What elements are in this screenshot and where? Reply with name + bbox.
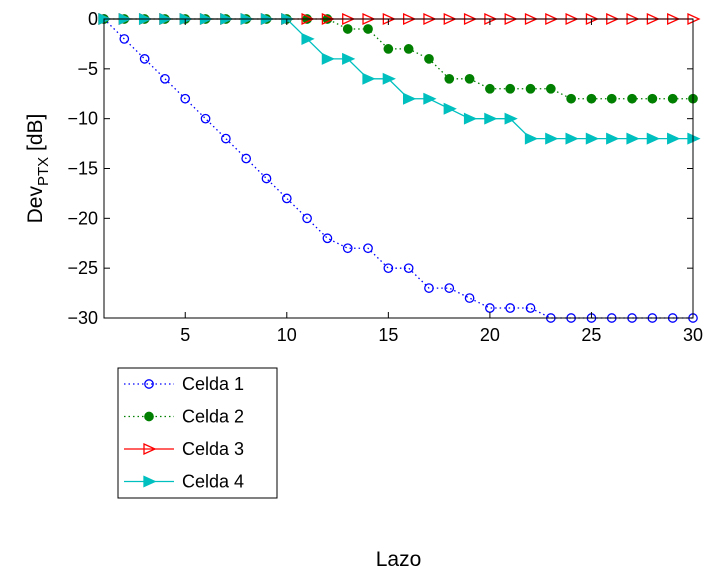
data-point: [144, 411, 154, 422]
data-point: [565, 132, 579, 145]
y-axis-title-subscript: PTX: [35, 157, 52, 186]
data-point: [504, 112, 518, 125]
data-point: [626, 132, 640, 145]
data-point: [525, 83, 536, 94]
plot-area: [104, 19, 693, 318]
data-point: [423, 92, 437, 105]
data-point: [119, 34, 130, 44]
data-point: [342, 24, 353, 34]
data-point: [363, 24, 373, 34]
legend-item: Celda 3: [124, 439, 244, 459]
x-tick-label: 15: [378, 325, 398, 345]
data-point: [261, 173, 272, 184]
data-point: [139, 54, 150, 64]
data-point: [667, 93, 678, 104]
data-point: [362, 72, 376, 85]
data-point: [484, 112, 498, 125]
data-point: [586, 93, 597, 104]
data-point: [363, 243, 373, 254]
y-tick-label: −25: [67, 258, 98, 278]
x-tick-label: 25: [581, 325, 601, 345]
data-point: [383, 44, 394, 54]
y-tick-label: −10: [67, 109, 98, 129]
legend-label: Celda 1: [182, 374, 244, 394]
x-tick-label: 30: [683, 325, 703, 345]
data-point: [403, 44, 414, 54]
y-axis-title-unit: [dB]: [24, 114, 47, 157]
data-point: [281, 193, 292, 204]
axes-layer: 5 10 15 20 25 30 0 −5 −10 −15 −20 −25 −30: [67, 9, 703, 345]
data-point: [143, 475, 157, 488]
data-point: [221, 133, 231, 144]
legend-label: Celda 3: [182, 439, 244, 459]
legend: Celda 1 Celda 2 Celda 3 Celda 4: [117, 367, 278, 499]
data-point: [485, 83, 495, 94]
data-point: [444, 283, 455, 293]
data-point: [464, 73, 475, 84]
data-point: [322, 233, 333, 244]
data-point: [342, 52, 356, 65]
data-point: [382, 72, 396, 85]
data-point: [444, 73, 455, 84]
data-point: [200, 113, 211, 124]
data-point: [606, 132, 620, 145]
data-point: [342, 243, 353, 254]
data-point: [505, 303, 516, 313]
data-point: [302, 213, 312, 224]
y-tick-label: −5: [77, 59, 98, 79]
plot-background: [104, 19, 693, 318]
data-point: [424, 283, 434, 293]
data-point: [463, 112, 478, 125]
data-point: [241, 153, 252, 164]
y-tick-label: −30: [67, 308, 98, 328]
x-tick-label: 5: [180, 325, 190, 345]
legend-item: Celda 2: [124, 407, 244, 427]
legend-label: Celda 2: [182, 407, 244, 427]
data-point: [667, 132, 681, 145]
data-point: [525, 303, 536, 313]
data-point: [424, 54, 434, 64]
data-point: [647, 93, 658, 104]
data-point: [403, 263, 414, 274]
data-point: [646, 132, 660, 145]
data-point: [383, 263, 394, 274]
data-point: [524, 132, 539, 145]
legend-label: Celda 4: [182, 472, 244, 492]
y-tick-label: −20: [67, 208, 98, 228]
data-point: [585, 132, 600, 145]
data-point: [301, 32, 315, 45]
data-point: [545, 132, 559, 145]
data-point: [321, 52, 335, 65]
data-point: [443, 102, 457, 115]
data-point: [180, 93, 191, 104]
data-point: [160, 73, 170, 84]
y-tick-label: 0: [88, 9, 98, 29]
x-axis-title: Lazo: [376, 548, 422, 571]
data-point: [403, 92, 417, 105]
data-point: [464, 293, 475, 303]
data-point: [143, 442, 157, 456]
y-axis-title-main: Dev: [24, 186, 47, 224]
data-point: [545, 83, 556, 94]
legend-item: Celda 4: [124, 472, 244, 492]
data-point: [606, 93, 617, 104]
x-tick-label: 20: [480, 325, 500, 345]
y-axis-title: DevPTX [dB]: [24, 114, 52, 224]
data-point: [566, 93, 576, 104]
data-point: [627, 93, 637, 104]
y-tick-label: −15: [67, 159, 98, 179]
data-point: [505, 83, 516, 94]
data-point: [144, 379, 154, 389]
x-tick-label: 10: [277, 325, 297, 345]
legend-item: Celda 1: [124, 374, 244, 394]
